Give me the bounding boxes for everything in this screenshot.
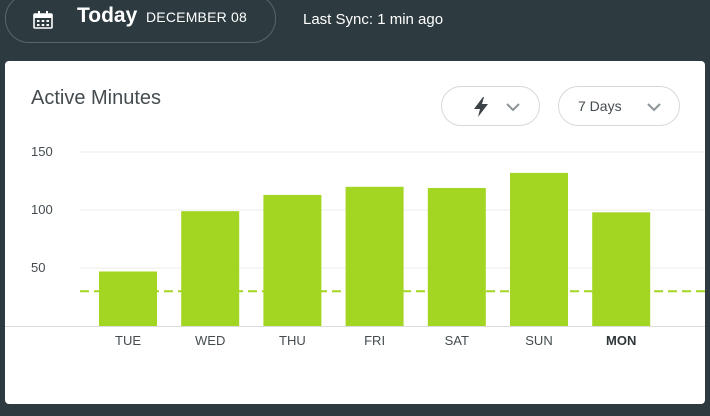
card-title: Active Minutes bbox=[31, 87, 162, 109]
x-tick-label: SUN bbox=[525, 333, 552, 348]
date-selector[interactable]: Today DECEMBER 08 bbox=[5, 0, 276, 43]
today-label: Today bbox=[77, 4, 138, 27]
date-range-label: 7 Days bbox=[578, 98, 622, 114]
y-tick-label: 50 bbox=[31, 260, 45, 275]
x-tick-label: THU bbox=[279, 333, 306, 348]
lightning-bolt-icon bbox=[474, 97, 488, 117]
bar bbox=[99, 271, 157, 326]
active-minutes-chart: 50 100 150 TUE WED THU FRI SAT SUN MON bbox=[5, 144, 705, 348]
y-tick-label: 150 bbox=[31, 144, 53, 159]
bar bbox=[181, 211, 240, 326]
active-minutes-card: Active Minutes 7 Days 50 100 150 TUE WED THU F… bbox=[5, 61, 705, 404]
last-sync-status: Last Sync: 1 min ago bbox=[303, 11, 444, 28]
chevron-down-icon bbox=[506, 103, 520, 112]
bar bbox=[345, 186, 404, 326]
bar bbox=[592, 212, 651, 326]
bar bbox=[510, 172, 568, 326]
date-range-dropdown[interactable]: 7 Days bbox=[558, 86, 680, 126]
bar bbox=[263, 194, 322, 326]
x-tick-label: SAT bbox=[445, 333, 469, 348]
chevron-down-icon bbox=[647, 103, 661, 112]
calendar-icon bbox=[33, 11, 53, 29]
x-tick-label: FRI bbox=[364, 333, 385, 348]
x-tick-label: TUE bbox=[115, 333, 141, 348]
metric-selector-button[interactable] bbox=[441, 86, 540, 126]
y-tick-label: 100 bbox=[31, 202, 53, 217]
x-tick-label: MON bbox=[606, 333, 636, 348]
x-tick-label: WED bbox=[195, 333, 225, 348]
bar bbox=[427, 187, 486, 326]
date-label: DECEMBER 08 bbox=[146, 9, 248, 25]
top-bar: Today DECEMBER 08 Last Sync: 1 min ago bbox=[0, 0, 710, 50]
